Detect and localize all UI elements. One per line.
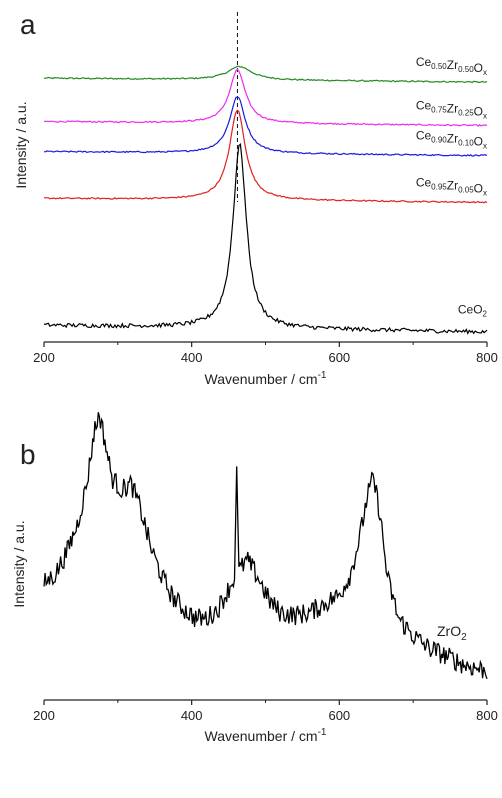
- series-line-Ce0.95Zr0.05Ox: [43, 109, 488, 204]
- series-line-ZrO2: [43, 412, 488, 680]
- x-axis-label: Wavenumber / cm-1: [205, 370, 327, 387]
- series-label: Ce0.90Zr0.10Ox: [416, 129, 487, 151]
- series-line-Ce0.50Zr0.50Ox: [43, 65, 488, 84]
- x-tick-label: 200: [33, 350, 55, 365]
- panel-letter: a: [20, 9, 36, 40]
- series-label: Ce0.95Zr0.05Ox: [416, 175, 487, 197]
- y-axis-label: Intensity / a.u.: [11, 520, 27, 607]
- x-axis-label: Wavenumber / cm-1: [205, 727, 327, 744]
- x-tick-label: 400: [181, 350, 203, 365]
- x-tick-label: 200: [33, 708, 55, 723]
- x-tick-label: 600: [328, 350, 350, 365]
- x-tick-label: 400: [181, 708, 203, 723]
- series-line-Ce0.75Zr0.25Ox: [43, 68, 488, 127]
- series-label: Ce0.75Zr0.25Ox: [416, 99, 487, 121]
- series-label: Ce0.50Zr0.50Ox: [416, 55, 487, 77]
- series-line-Ce0.90Zr0.10Ox: [43, 96, 488, 157]
- series-line-CeO2: [43, 142, 488, 335]
- y-axis-label: Intensity / a.u.: [13, 101, 29, 188]
- x-tick-label: 800: [476, 350, 498, 365]
- series-label: ZrO2: [437, 623, 467, 643]
- plot-area: [44, 408, 487, 700]
- x-tick-label: 600: [328, 708, 350, 723]
- series-label: CeO2: [458, 302, 488, 318]
- panel-a: 200 400 600 800 Wavenumber / cm-1 Intensity /…: [13, 9, 498, 387]
- panel-b: 200 400 600 800 Wavenumber / cm-1 Intensity /…: [11, 408, 498, 744]
- x-tick-label: 800: [476, 708, 498, 723]
- panel-letter: b: [20, 439, 36, 470]
